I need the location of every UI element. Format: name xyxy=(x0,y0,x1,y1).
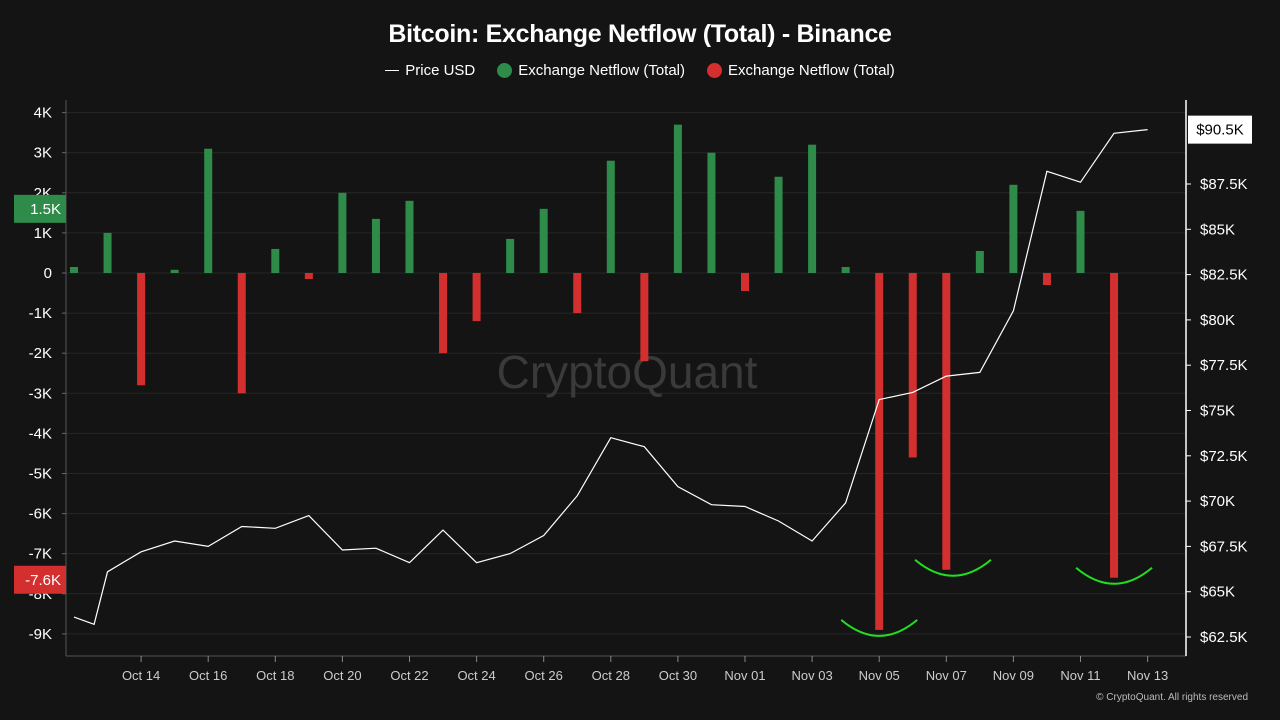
netflow-bar-positive xyxy=(1009,184,1018,273)
green-dot-icon xyxy=(497,63,513,78)
netflow-bar-negative xyxy=(573,273,582,314)
legend-item-netflow-positive[interactable]: Exchange Netflow (Total) xyxy=(497,62,685,79)
x-tick-label: Oct 30 xyxy=(659,668,697,683)
left-tick-label: -2K xyxy=(29,345,52,362)
netflow-bar-negative xyxy=(1110,273,1119,578)
x-tick-label: Nov 07 xyxy=(926,668,967,683)
x-tick-label: Nov 09 xyxy=(993,668,1034,683)
x-tick-label: Nov 03 xyxy=(791,668,832,683)
right-tick-label: $62.5K xyxy=(1200,629,1248,646)
left-value-badge xyxy=(14,565,66,594)
left-tick-label: -9K xyxy=(29,626,52,643)
price-line xyxy=(73,129,1148,626)
right-tick-label: $85K xyxy=(1200,221,1235,238)
left-tick-label: 4K xyxy=(34,105,52,122)
netflow-bar-positive xyxy=(70,266,78,273)
netflow-bar-negative xyxy=(908,273,917,458)
right-tick-label: $72.5K xyxy=(1200,448,1248,465)
right-value-badge xyxy=(1188,115,1252,144)
legend-item-price[interactable]: Price USD xyxy=(385,62,475,79)
x-tick-label: Nov 05 xyxy=(859,668,900,683)
x-tick-label: Nov 01 xyxy=(724,668,765,683)
left-value-badge xyxy=(14,194,66,223)
netflow-bar-positive xyxy=(338,192,347,273)
right-tick-label: $75K xyxy=(1200,403,1235,420)
left-tick-label: -4K xyxy=(29,425,52,442)
netflow-bar-positive xyxy=(774,176,783,273)
smile-arc-annotation xyxy=(840,619,918,637)
x-tick-label: Nov 11 xyxy=(1060,668,1100,683)
netflow-bar-negative xyxy=(640,273,649,362)
netflow-bar-negative xyxy=(237,273,246,394)
red-dot-icon xyxy=(707,63,722,78)
netflow-bar-positive xyxy=(975,250,984,273)
watermark: CryptoQuant xyxy=(497,346,758,398)
netflow-bar-positive xyxy=(841,266,850,273)
netflow-bar-positive xyxy=(371,218,380,273)
netflow-bar-positive xyxy=(1076,210,1085,273)
left-tick-label: -5K xyxy=(29,466,52,483)
right-value-badge-label: $90.5K xyxy=(1196,122,1244,139)
netflow-bar-positive xyxy=(539,208,548,273)
right-tick-label: $82.5K xyxy=(1200,267,1248,284)
left-tick-label: 3K xyxy=(34,145,52,162)
netflow-bar-negative xyxy=(875,273,884,630)
legend-label-netflow-negative: Exchange Netflow (Total) xyxy=(728,62,895,79)
left-tick-label: -3K xyxy=(29,385,52,402)
netflow-bar-negative xyxy=(741,273,749,292)
netflow-bar-negative xyxy=(472,273,481,322)
netflow-bar-negative xyxy=(942,273,951,570)
netflow-bar-positive xyxy=(606,160,615,273)
smile-arc-annotation xyxy=(914,558,992,577)
right-tick-label: $65K xyxy=(1200,584,1235,601)
netflow-bar-positive xyxy=(808,144,817,273)
netflow-bar-positive xyxy=(103,232,112,273)
netflow-bar-negative xyxy=(1042,273,1051,286)
netflow-bar-positive xyxy=(405,200,414,273)
price-line-swatch-icon xyxy=(385,70,400,71)
x-tick-label: Oct 18 xyxy=(256,668,294,683)
netflow-bar-positive xyxy=(204,148,213,273)
left-value-badge-label: 1.5K xyxy=(30,201,61,218)
grid-lines xyxy=(66,112,1186,635)
legend-label-price: Price USD xyxy=(405,62,476,79)
smile-arc-annotation xyxy=(1075,566,1153,585)
legend: Price USD Exchange Netflow (Total) Excha… xyxy=(0,62,1280,79)
right-tick-label: $77.5K xyxy=(1200,357,1248,374)
left-tick-label: 0 xyxy=(44,265,52,282)
legend-item-netflow-negative[interactable]: Exchange Netflow (Total) xyxy=(707,62,895,79)
netflow-bar-positive xyxy=(170,269,179,273)
x-tick-label: Oct 14 xyxy=(122,668,160,683)
x-tick-label: Oct 28 xyxy=(592,668,630,683)
netflow-bar-negative xyxy=(137,273,146,386)
netflow-bar-positive xyxy=(506,238,515,273)
x-tick-label: Nov 13 xyxy=(1127,668,1168,683)
x-tick-label: Oct 22 xyxy=(390,668,428,683)
copyright-text: © CryptoQuant. All rights reserved xyxy=(1096,692,1248,703)
right-tick-label: $87.5K xyxy=(1200,176,1248,193)
x-tick-label: Oct 24 xyxy=(457,668,495,683)
netflow-bar-negative xyxy=(304,273,313,280)
right-tick-label: $70K xyxy=(1200,493,1235,510)
right-tick-label: $80K xyxy=(1200,312,1235,329)
x-tick-label: Oct 16 xyxy=(189,668,227,683)
left-tick-label: 1K xyxy=(34,225,52,242)
left-tick-label: -1K xyxy=(29,305,52,322)
netflow-bar-positive xyxy=(271,248,280,273)
left-value-badge-label: -7.6K xyxy=(25,572,61,589)
right-tick-label: $67.5K xyxy=(1200,538,1248,555)
netflow-bar-positive xyxy=(673,124,682,273)
netflow-bar-negative xyxy=(439,273,448,354)
left-tick-label: -6K xyxy=(29,506,52,523)
x-tick-label: Oct 26 xyxy=(525,668,563,683)
x-tick-label: Oct 20 xyxy=(323,668,361,683)
legend-label-netflow-positive: Exchange Netflow (Total) xyxy=(518,62,685,79)
netflow-bar-positive xyxy=(707,152,716,273)
left-tick-label: -7K xyxy=(29,546,52,563)
chart-title: Bitcoin: Exchange Netflow (Total) - Bina… xyxy=(388,20,892,48)
